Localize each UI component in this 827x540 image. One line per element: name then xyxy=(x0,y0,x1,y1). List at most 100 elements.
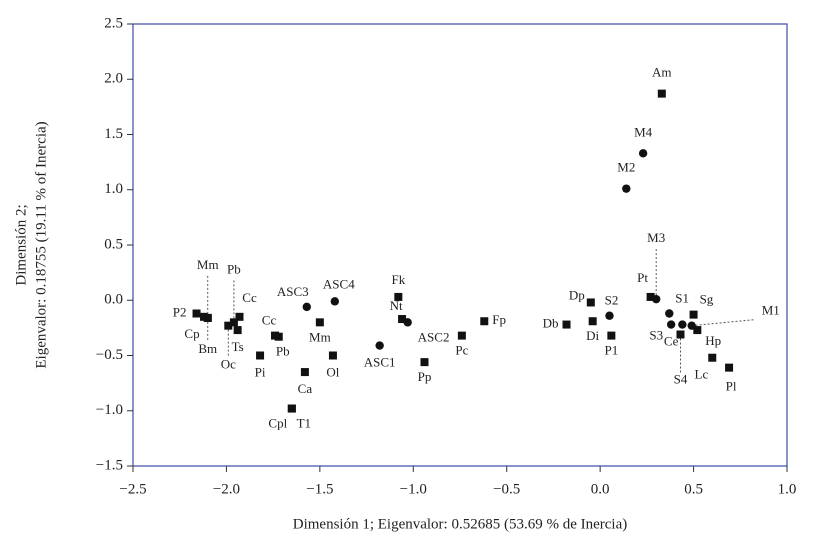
point-label: P1 xyxy=(604,343,618,358)
y-tick-label: 0.5 xyxy=(104,236,123,252)
point-label: Pt xyxy=(637,270,648,285)
point xyxy=(224,321,233,330)
point xyxy=(256,351,265,360)
point-label: Cc xyxy=(262,313,277,328)
point xyxy=(657,89,666,98)
point-label: Pb xyxy=(276,344,290,359)
x-tick-label: −1.5 xyxy=(306,481,333,497)
point xyxy=(638,149,648,158)
point xyxy=(375,341,384,350)
point xyxy=(457,331,466,340)
point xyxy=(607,331,616,340)
point-label: ASC4 xyxy=(323,276,355,291)
y-tick-label: 1.0 xyxy=(104,181,123,197)
point-label: P2 xyxy=(173,304,187,319)
point xyxy=(330,297,340,306)
point xyxy=(192,309,201,318)
point-label: Nt xyxy=(390,298,403,313)
point xyxy=(233,326,242,335)
point-label: Fp xyxy=(492,312,506,327)
y-tick-label: 2.0 xyxy=(104,71,123,87)
x-tick-label: −1.0 xyxy=(400,481,427,497)
y-tick-label: 1.5 xyxy=(104,126,123,142)
point-label: Am xyxy=(652,65,672,80)
y-tick-label: −1.0 xyxy=(96,402,123,418)
point-label: Mm xyxy=(309,329,331,344)
x-tick-label: 1.0 xyxy=(778,481,797,497)
y-tick-label: 0.0 xyxy=(104,292,123,308)
point-label: T1 xyxy=(297,416,311,431)
y-tick-label: 2.5 xyxy=(104,15,123,31)
y-tick-label: −1.5 xyxy=(96,457,123,473)
point-label: S4 xyxy=(674,371,688,386)
point-label: Fk xyxy=(391,272,405,287)
x-tick-label: −2.5 xyxy=(119,481,146,497)
point xyxy=(398,315,407,324)
x-tick-label: 0.5 xyxy=(684,481,703,497)
point-label: Pl xyxy=(726,379,737,394)
point-label: S2 xyxy=(605,293,619,308)
point-label: M3 xyxy=(647,230,665,245)
point xyxy=(622,184,631,193)
point-label: M4 xyxy=(634,124,653,139)
y-axis-title: Dimensión 2; xyxy=(13,204,29,285)
point xyxy=(562,320,571,329)
point xyxy=(708,353,717,362)
x-tick-label: 0.0 xyxy=(591,481,610,497)
point xyxy=(646,292,655,301)
point-label: ASC1 xyxy=(364,355,396,370)
x-tick-label: −0.5 xyxy=(493,481,520,497)
point xyxy=(235,312,244,321)
point-label: Dp xyxy=(569,287,585,302)
point xyxy=(666,320,676,329)
point xyxy=(271,331,280,340)
point-label: Bm xyxy=(198,341,217,356)
point-label: Pc xyxy=(455,343,468,358)
point-label: Ts xyxy=(232,339,244,354)
point-label: Pp xyxy=(418,369,432,384)
point-label: Hp xyxy=(705,333,721,348)
point xyxy=(676,330,685,339)
y-tick-label: −0.5 xyxy=(96,347,123,363)
point xyxy=(302,302,311,312)
point xyxy=(287,404,296,413)
point xyxy=(693,326,702,335)
point-label: Db xyxy=(543,316,559,331)
point xyxy=(480,317,489,326)
leader-line xyxy=(691,319,755,327)
point xyxy=(328,351,337,360)
point-label: Di xyxy=(586,328,599,343)
point xyxy=(725,363,734,372)
point-label: M1 xyxy=(762,303,780,318)
x-tick-label: −2.0 xyxy=(213,481,240,497)
point-label: Pi xyxy=(255,364,266,379)
point-label: S3 xyxy=(649,328,663,343)
point-label: Cp xyxy=(184,326,199,341)
x-axis-title: Dimensión 1; Eigenvalor: 0.52685 (53.69 … xyxy=(293,516,628,532)
point xyxy=(394,292,403,301)
point xyxy=(605,311,614,320)
point xyxy=(665,309,674,318)
point-label: Cc xyxy=(242,290,257,305)
point-label: Ce xyxy=(664,334,679,349)
point-label: Sg xyxy=(700,292,714,307)
point-label: Mm xyxy=(197,257,219,272)
point-label: S1 xyxy=(675,290,689,305)
point xyxy=(203,313,212,322)
point-label: Cpl xyxy=(268,416,287,431)
point xyxy=(300,368,309,377)
point-label: ASC2 xyxy=(418,329,450,344)
point-label: Pb xyxy=(227,261,241,276)
point-label: M2 xyxy=(617,160,635,175)
point xyxy=(420,358,429,367)
point-label: Ca xyxy=(298,381,313,396)
point-label: Lc xyxy=(695,367,709,382)
y-axis-title: Eigenvalor: 0.18755 (19.11 % of Inercia) xyxy=(33,121,49,368)
point xyxy=(229,318,238,327)
point-label: Ol xyxy=(326,364,339,379)
point xyxy=(315,318,324,327)
point xyxy=(652,294,661,304)
point xyxy=(678,320,687,329)
point xyxy=(689,310,698,319)
